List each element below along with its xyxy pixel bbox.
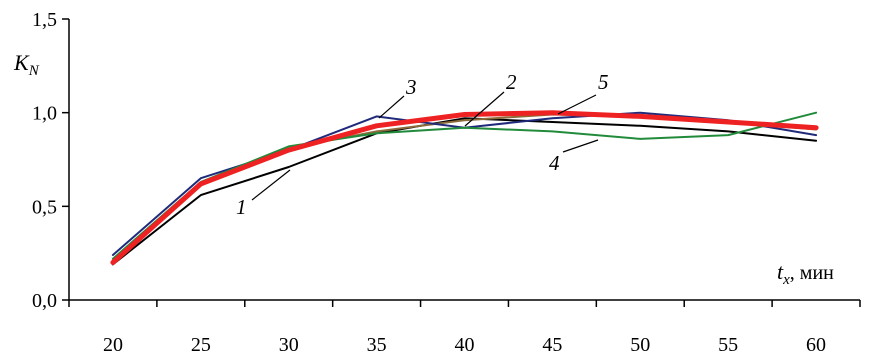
y-tick-label: 0,0 bbox=[32, 290, 57, 312]
y-tick-label: 0,5 bbox=[32, 196, 57, 218]
series-line-1 bbox=[111, 117, 818, 266]
series-line-4 bbox=[111, 111, 818, 260]
curve-label-2: 2 bbox=[506, 70, 517, 94]
leader-3 bbox=[378, 95, 405, 119]
series-line-5 bbox=[110, 110, 819, 265]
curve-label-3: 3 bbox=[405, 75, 417, 99]
leader-1 bbox=[251, 169, 291, 201]
curve-label-4: 4 bbox=[549, 151, 560, 175]
leader-4 bbox=[562, 139, 599, 153]
y-tick-label: 1,5 bbox=[32, 9, 57, 31]
series-line-3 bbox=[111, 111, 818, 256]
curve-label-5: 5 bbox=[598, 70, 609, 94]
y-axis-label: KN bbox=[13, 50, 40, 79]
x-tick-label: 55 bbox=[718, 334, 738, 356]
curve-label-leaders bbox=[251, 91, 599, 201]
x-tick-label: 20 bbox=[103, 334, 123, 356]
x-tick-label: 60 bbox=[806, 334, 826, 356]
x-tick-label: 30 bbox=[279, 334, 299, 356]
tick-labels: 0,00,51,01,520 25 30 35 40 45 50 55 60 bbox=[32, 9, 826, 356]
axes bbox=[62, 18, 861, 307]
leader-2 bbox=[464, 91, 505, 127]
x-tick-label: 45 bbox=[542, 334, 562, 356]
curve-label-1: 1 bbox=[236, 195, 247, 219]
y-tick-label: 1,0 bbox=[32, 103, 57, 125]
x-tick-label: 25 bbox=[191, 334, 211, 356]
leader-5 bbox=[557, 94, 597, 115]
x-axis-label: tx, мин bbox=[777, 259, 834, 288]
x-tick-label: 40 bbox=[455, 334, 475, 356]
series-lines bbox=[110, 110, 819, 266]
x-tick-label: 35 bbox=[367, 334, 387, 356]
x-tick-label: 50 bbox=[630, 334, 650, 356]
